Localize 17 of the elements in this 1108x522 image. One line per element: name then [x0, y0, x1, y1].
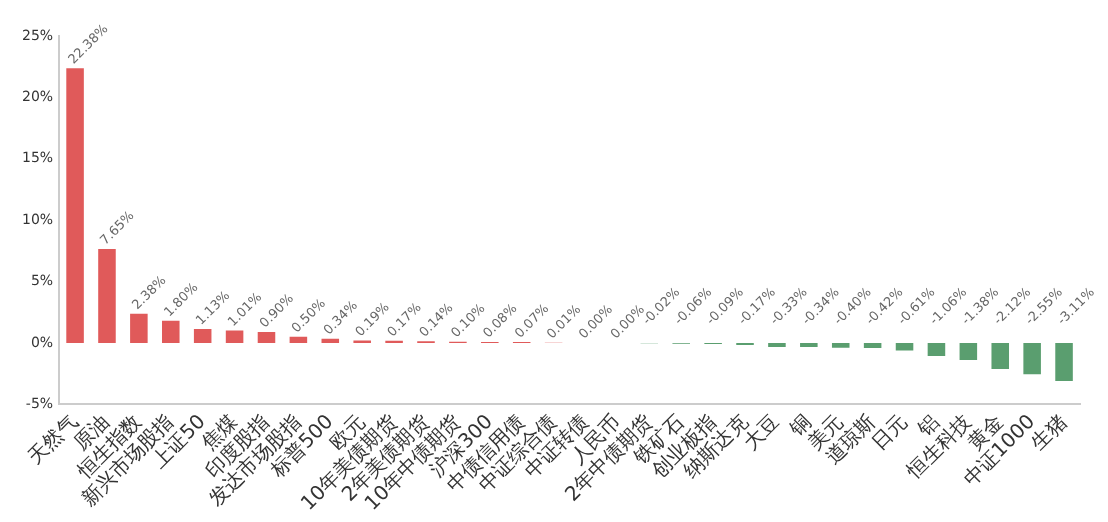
bar	[66, 68, 84, 343]
bar	[927, 342, 946, 356]
bar	[162, 320, 180, 343]
bar	[800, 342, 818, 348]
bar	[130, 313, 148, 343]
bar	[1055, 342, 1073, 382]
bar	[895, 342, 914, 351]
bar	[289, 336, 308, 343]
bar	[98, 249, 116, 343]
bar	[959, 342, 978, 360]
bar	[193, 329, 212, 343]
bar	[1023, 342, 1041, 375]
bar	[991, 342, 1010, 369]
bar	[863, 342, 882, 349]
bar	[257, 331, 276, 343]
bar	[831, 342, 850, 348]
bar	[225, 330, 244, 343]
